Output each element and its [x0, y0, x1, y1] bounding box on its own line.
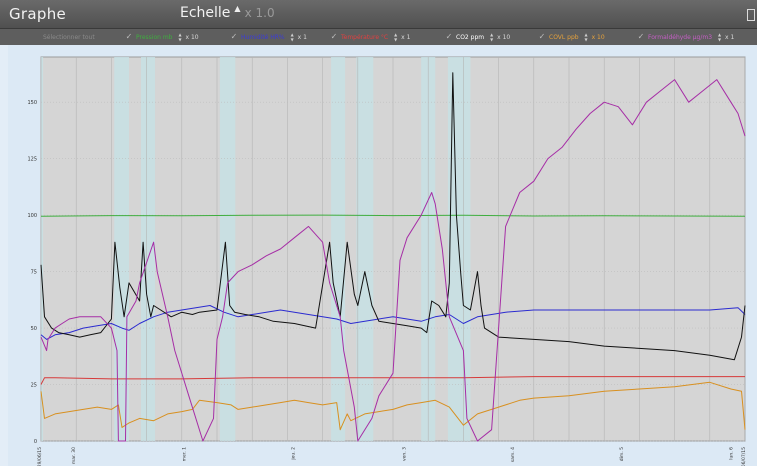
series-toggle-label: Température °C — [341, 33, 389, 41]
series-toggle-bar: Sélectionner tout ✓ Pression mb ▲ ▼ x 10 ✓ Humi… — [0, 29, 757, 45]
series-line — [40, 214, 746, 217]
x-tick-label: sam. 4 — [510, 447, 516, 462]
checkbox-icon[interactable] — [32, 33, 40, 41]
series-toggle-6[interactable]: ✓ Formaldéhyde µg/m3 ▲ ▼ x 1 — [637, 31, 735, 43]
shaded-band — [219, 57, 236, 441]
series-toggle-label: COVL ppb — [549, 33, 579, 41]
checkbox-icon[interactable]: ✓ — [538, 32, 546, 41]
window-title: Graphe — [9, 5, 67, 23]
checkbox-icon[interactable]: ✓ — [637, 32, 645, 41]
y-tick-label: 0 — [34, 439, 37, 445]
y-tick-label: 50 — [31, 326, 37, 332]
series-multiplier: x 10 — [591, 33, 605, 41]
window-header: Graphe Echelle ▲ x 1.0 — [0, 0, 757, 29]
x-tick-label: 06/07/15 — [741, 447, 747, 466]
y-tick-label: 150 — [27, 100, 37, 106]
scale-control: Echelle ▲ x 1.0 — [180, 4, 275, 21]
checkbox-icon[interactable]: ✓ — [445, 32, 453, 41]
series-toggle-label: CO2 ppm — [456, 33, 485, 41]
x-tick-label: dim. 5 — [619, 447, 625, 461]
series-line — [40, 381, 746, 431]
series-toggle-0[interactable]: Sélectionner tout — [32, 31, 95, 43]
series-toggle-2[interactable]: ✓ Humidité HR% ▲ ▼ x 1 — [230, 31, 307, 43]
shaded-band — [356, 57, 374, 441]
multiplier-stepper-icon[interactable]: ▲ ▼ — [717, 32, 722, 42]
series-multiplier: x 1 — [297, 33, 307, 41]
series-multiplier: x 1 — [725, 33, 735, 41]
series-multiplier: x 10 — [185, 33, 199, 41]
series-toggle-label: Formaldéhyde µg/m3 — [648, 33, 713, 41]
series-line — [40, 305, 746, 340]
shaded-band — [41, 57, 44, 441]
series-toggle-3[interactable]: ✓ Température °C ▲ ▼ x 1 — [330, 31, 411, 43]
multiplier-stepper-icon[interactable]: ▲ ▼ — [178, 32, 182, 42]
checkbox-icon[interactable]: ✓ — [330, 32, 338, 41]
scale-label: Echelle — [180, 5, 231, 21]
series-toggle-label: Pression mb — [136, 33, 173, 41]
scale-value[interactable]: x 1.0 — [244, 6, 275, 20]
scale-up-arrow-icon[interactable]: ▲ — [234, 4, 241, 13]
series-toggle-label: Sélectionner tout — [43, 33, 95, 41]
series-toggle-label: Humidité HR% — [241, 33, 285, 41]
window-menu-icon[interactable] — [747, 9, 755, 21]
x-tick-label: 29/06/15 — [37, 447, 43, 466]
shaded-band — [114, 57, 129, 441]
series-toggle-4[interactable]: ✓ CO2 ppm ▲ ▼ x 10 — [445, 31, 511, 43]
y-tick-label: 25 — [31, 383, 37, 389]
series-toggle-1[interactable]: ✓ Pression mb ▲ ▼ x 10 — [125, 31, 199, 43]
y-tick-label: 100 — [27, 213, 37, 219]
series-toggle-5[interactable]: ✓ COVL ppb ▲ ▼ x 10 — [538, 31, 605, 43]
y-tick-label: 125 — [27, 157, 37, 163]
y-tick-label: 75 — [31, 270, 37, 276]
multiplier-stepper-icon[interactable]: ▲ ▼ — [394, 32, 398, 42]
shaded-band — [331, 57, 346, 441]
series-line — [40, 79, 746, 442]
shaded-band — [140, 57, 156, 441]
x-tick-label: jeu. 2 — [290, 447, 296, 461]
chart: 0 25 50 75 100 125 150 29/06/15 mar. 30 mer. 1 jeu… — [27, 56, 747, 466]
x-tick-label: ven. 3 — [402, 447, 408, 461]
x-tick-label: lun. 6 — [728, 447, 734, 460]
checkbox-icon[interactable]: ✓ — [230, 32, 238, 41]
multiplier-stepper-icon[interactable]: ▲ ▼ — [584, 32, 588, 42]
multiplier-stepper-icon[interactable]: ▲ ▼ — [490, 32, 494, 42]
series-multiplier: x 1 — [401, 33, 411, 41]
series-multiplier: x 10 — [497, 33, 511, 41]
left-margin-strip — [0, 45, 8, 466]
series-line — [40, 72, 746, 361]
x-tick-label: mer. 1 — [181, 447, 187, 461]
series-line — [40, 376, 745, 385]
x-tick-label: mar. 30 — [71, 447, 77, 464]
checkbox-icon[interactable]: ✓ — [125, 32, 133, 41]
multiplier-stepper-icon[interactable]: ▲ ▼ — [290, 32, 294, 42]
